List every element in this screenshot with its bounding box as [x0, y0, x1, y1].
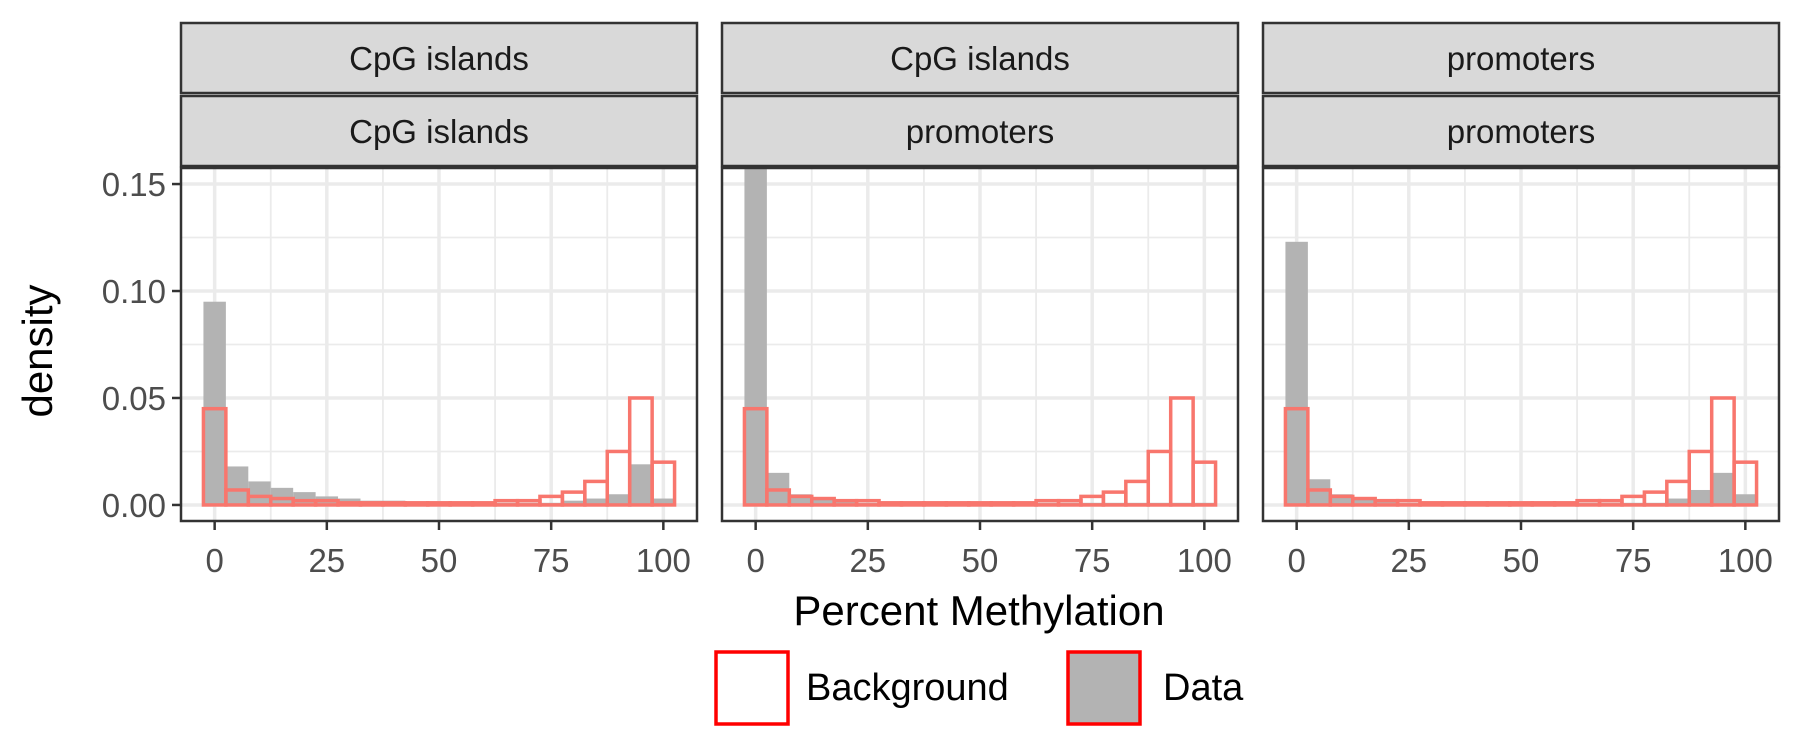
- background-bar: [381, 501, 408, 507]
- facet-strip-bottom: [179, 94, 699, 168]
- legend-key-background: [714, 650, 790, 726]
- data-bar: [1285, 241, 1308, 505]
- data-bar: [270, 487, 294, 505]
- data-bar: [1734, 494, 1757, 505]
- data-bar: [225, 466, 249, 505]
- data-bar: [1307, 479, 1331, 505]
- background-bar: [1508, 501, 1534, 507]
- background-bar: [1552, 501, 1579, 507]
- background-bar: [1191, 460, 1218, 507]
- data-bar: [1689, 489, 1712, 505]
- background-bar: [944, 501, 971, 507]
- x-tick-label: 75: [1074, 542, 1111, 579]
- data-bar: [1375, 500, 1398, 505]
- data-bar: [1330, 494, 1353, 505]
- x-tick-label: 25: [308, 542, 345, 579]
- background-bar: [470, 501, 497, 507]
- background-bar: [877, 501, 904, 507]
- background-bar: [448, 501, 475, 507]
- background-bar: [403, 501, 430, 507]
- facet-strip-top: [720, 21, 1240, 95]
- background-bar: [967, 501, 993, 507]
- x-tick-label: 100: [1177, 542, 1232, 579]
- background-bar: [201, 406, 228, 507]
- y-tick-label: 0.00: [102, 487, 166, 524]
- legend-key-data: [1066, 650, 1142, 726]
- legend-label-data: Data: [1163, 667, 1244, 709]
- background-bar: [742, 406, 769, 507]
- x-tick-label: 25: [849, 542, 886, 579]
- y-tick-label: 0.15: [102, 166, 166, 203]
- facet-panel-1: CpG islands CpG islands 0 25 50 75 100 0.00 0.05…: [102, 21, 699, 579]
- x-axis-title: Percent Methylation: [793, 587, 1164, 634]
- data-bar: [293, 492, 316, 505]
- facet-panel-2: CpG islands promoters 0 25 50 75 100: [720, 21, 1240, 579]
- facet-strip-top-label: CpG islands: [349, 40, 529, 77]
- data-bar: [607, 494, 630, 505]
- background-bar: [1418, 501, 1445, 507]
- background-bar: [650, 460, 677, 507]
- data-bar: [1352, 498, 1376, 505]
- background-bar: [627, 396, 654, 507]
- data-bar: [629, 464, 653, 505]
- data-bar: [248, 481, 271, 505]
- legend: Background Data: [714, 650, 1244, 726]
- x-tick-label: 75: [1615, 542, 1652, 579]
- facet-strip-top: [1261, 21, 1781, 95]
- y-axis-title: density: [14, 284, 61, 417]
- background-bar: [922, 501, 949, 507]
- facet-strip-bottom-label: promoters: [1447, 113, 1596, 150]
- background-bar: [1530, 501, 1557, 507]
- background-bar: [989, 501, 1016, 507]
- facet-strip-bottom: [1261, 94, 1781, 168]
- background-bar: [1463, 501, 1490, 507]
- data-bar: [562, 500, 585, 505]
- x-tick-label: 25: [1390, 542, 1427, 579]
- y-tick-label: 0.05: [102, 380, 166, 417]
- background-bar: [1485, 501, 1512, 507]
- data-bar: [1711, 472, 1735, 505]
- data-bar: [811, 498, 835, 505]
- background-bar: [336, 501, 363, 507]
- background-bar: [1732, 460, 1759, 507]
- background-bar: [899, 501, 926, 507]
- x-tick-label: 50: [1503, 542, 1540, 579]
- facet-panel-3: promoters promoters 0 25 50 75 100: [1261, 21, 1781, 579]
- facet-strip-top: [179, 21, 699, 95]
- background-bar: [1283, 406, 1310, 507]
- background-bar: [1011, 501, 1038, 507]
- facet-strip-top-label: promoters: [1447, 40, 1596, 77]
- x-tick-label: 100: [1718, 542, 1773, 579]
- x-tick-label: 0: [746, 542, 764, 579]
- x-tick-label: 100: [636, 542, 691, 579]
- data-bar: [834, 500, 857, 505]
- background-bar: [426, 501, 452, 507]
- y-tick-label: 0.10: [102, 273, 166, 310]
- data-bar: [789, 494, 812, 505]
- background-bar: [1168, 396, 1195, 507]
- data-bar: [1666, 498, 1690, 505]
- x-tick-label: 50: [962, 542, 999, 579]
- background-bar: [358, 501, 385, 507]
- legend-label-background: Background: [806, 667, 1009, 709]
- background-bar: [1440, 501, 1467, 507]
- data-bar: [744, 169, 767, 505]
- data-bar: [203, 301, 226, 505]
- facet-strip-bottom-label: CpG islands: [349, 113, 529, 150]
- background-bar: [1709, 396, 1736, 507]
- x-tick-label: 75: [533, 542, 570, 579]
- facet-strip-top-label: CpG islands: [890, 40, 1070, 77]
- facet-strip-bottom: [720, 94, 1240, 168]
- facet-strip-bottom-label: promoters: [906, 113, 1055, 150]
- x-tick-label: 50: [421, 542, 458, 579]
- x-tick-label: 0: [1287, 542, 1305, 579]
- data-bar: [652, 498, 675, 505]
- x-tick-label: 0: [205, 542, 223, 579]
- data-bar: [584, 498, 608, 505]
